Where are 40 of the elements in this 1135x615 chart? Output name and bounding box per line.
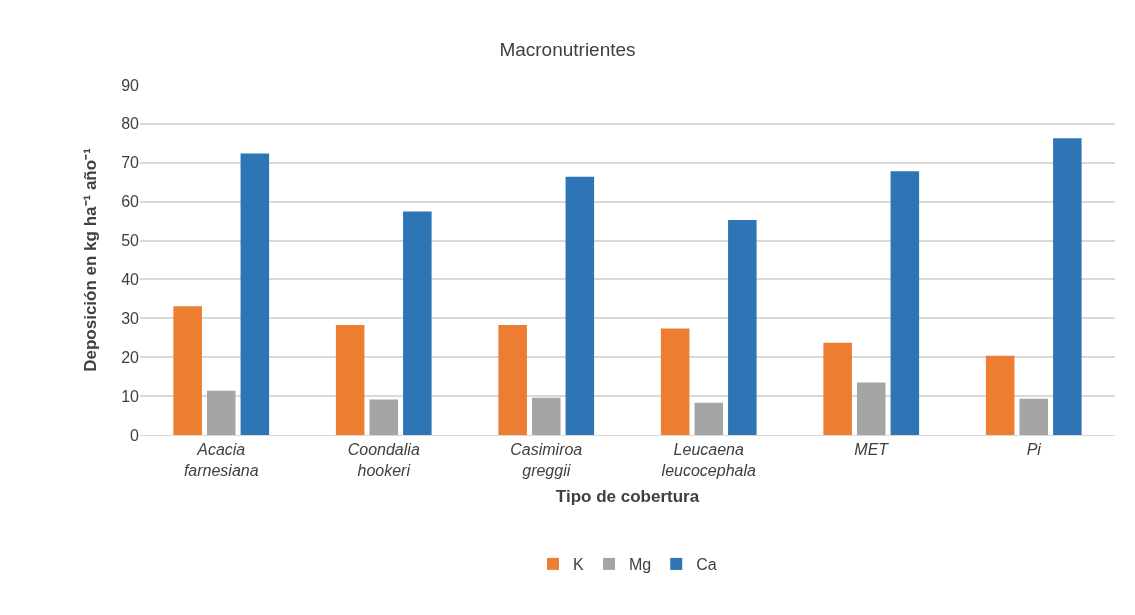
y-axis-title: Deposición en kg ha⁻¹ año⁻¹ xyxy=(80,147,100,372)
bar xyxy=(1019,398,1049,435)
bar xyxy=(660,328,690,435)
chart-title: Macronutrientes xyxy=(499,39,636,61)
y-tick-label: 70 xyxy=(121,154,140,172)
x-tick-label: Coondalia hookeri xyxy=(347,441,420,479)
bar xyxy=(694,402,724,435)
bar xyxy=(985,355,1015,435)
y-tick-label: 30 xyxy=(121,309,140,327)
legend-label: K xyxy=(573,556,584,574)
y-tick-label: 20 xyxy=(121,348,140,366)
y-tick-label: 50 xyxy=(121,232,140,250)
bar xyxy=(403,211,432,435)
y-tick-label: 40 xyxy=(121,271,140,289)
x-tick-label: Acacia farnesiana xyxy=(183,441,259,479)
y-tick-label: 90 xyxy=(121,76,140,94)
bar xyxy=(823,342,852,435)
bar xyxy=(206,390,236,435)
bar xyxy=(240,153,270,435)
x-tick-label: Leucaena leucocephala xyxy=(661,441,756,479)
x-tick-label: Casimiroa greggii xyxy=(510,441,583,479)
x-tick-label: MET xyxy=(854,441,890,459)
y-tick-label: 60 xyxy=(121,193,140,211)
x-tick-label: Pi xyxy=(1026,441,1042,459)
bar xyxy=(1053,138,1082,435)
bar xyxy=(890,171,920,435)
bar xyxy=(728,219,757,435)
bar xyxy=(531,397,561,435)
bar xyxy=(856,382,886,435)
bar xyxy=(369,399,399,435)
bar xyxy=(173,306,202,435)
bar xyxy=(498,324,527,435)
bar xyxy=(565,176,595,435)
y-tick-label: 0 xyxy=(130,426,140,444)
bar xyxy=(335,324,365,435)
y-tick-label: 80 xyxy=(121,115,140,133)
legend-label: Ca xyxy=(696,556,717,574)
y-tick-label: 10 xyxy=(121,387,140,405)
x-axis-title: Tipo de cobertura xyxy=(555,487,700,507)
legend-label: Mg xyxy=(629,556,652,574)
